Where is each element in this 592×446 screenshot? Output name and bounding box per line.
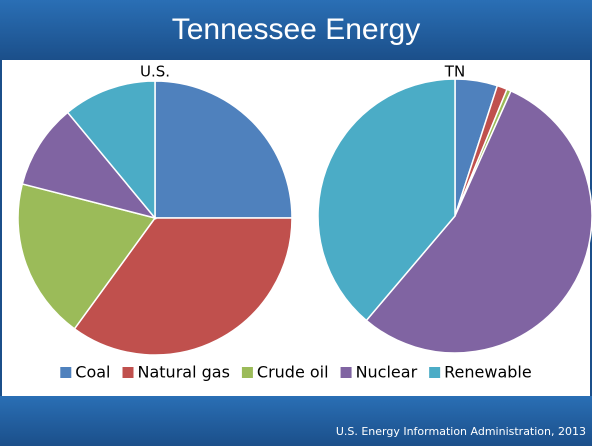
legend-swatch [122,367,134,378]
legend-swatch [340,367,352,378]
legend-label: Natural gas [138,363,230,382]
pie-slice [154,80,293,219]
slide-title: Tennessee Energy [172,13,421,46]
legend-swatch [429,367,441,378]
pie-slice [365,89,592,354]
pie-slice [17,183,157,330]
legend-label: Coal [75,363,110,382]
footer-bar [0,396,592,446]
legend-swatch [60,367,72,378]
source: U.S. Energy Information Administration, … [336,425,586,438]
legend-label: Renewable [444,363,532,382]
pie-slice [317,78,456,322]
legend-swatch [241,367,253,378]
legend-label: Nuclear [356,363,418,382]
pie-title: TN [444,63,465,81]
title-bar [0,0,592,60]
pie-slice [66,80,156,221]
pie-title: U.S. [140,63,170,81]
legend-label: Crude oil [257,363,329,382]
pie-slice [21,111,158,220]
pie-slice [73,217,293,356]
legend: Coal Natural gas Crude oil Nuclear Renewable [60,363,532,382]
